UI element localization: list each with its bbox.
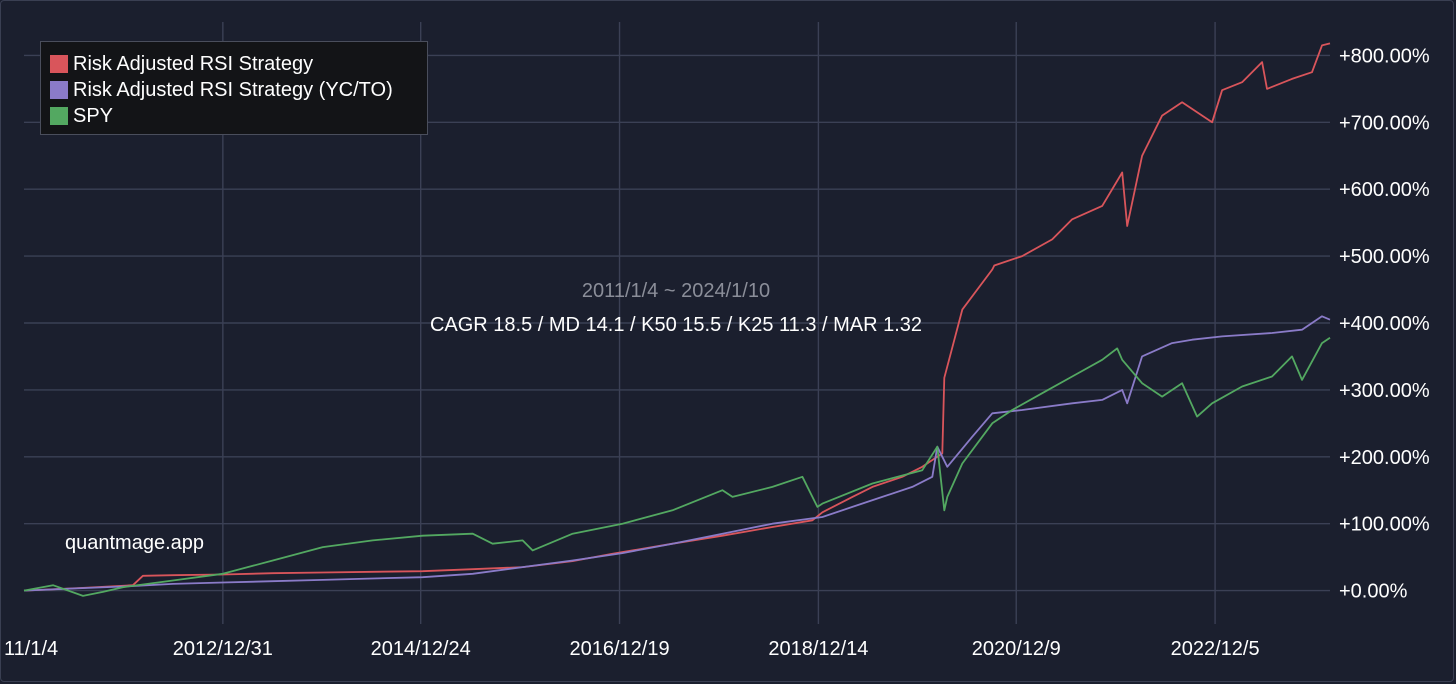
series-line-rsi-strategy xyxy=(23,42,1331,592)
chart-legend: Risk Adjusted RSI Strategy Risk Adjusted… xyxy=(40,41,428,135)
legend-swatch-icon xyxy=(50,107,68,125)
series-lines xyxy=(23,42,1331,597)
series-line-spy xyxy=(23,336,1331,597)
y-tick-label: +500.00% xyxy=(1339,246,1430,268)
y-tick-label: +800.00% xyxy=(1339,45,1430,67)
x-tick-label: 2020/12/9 xyxy=(972,638,1061,660)
x-tick-label: 2016/12/19 xyxy=(569,638,669,660)
y-tick-label: +400.00% xyxy=(1339,313,1430,335)
legend-label: SPY xyxy=(73,104,114,127)
legend-item-rsi-strategy-yc-to[interactable]: Risk Adjusted RSI Strategy (YC/TO) xyxy=(50,77,427,103)
legend-swatch-icon xyxy=(50,81,68,99)
date-range-label: 2011/1/4 ~ 2024/1/10 xyxy=(581,280,771,302)
legend-item-spy[interactable]: SPY xyxy=(50,103,427,129)
y-tick-label: +600.00% xyxy=(1339,179,1430,201)
x-tick-label: 2018/12/14 xyxy=(768,638,868,660)
y-axis-ticks: +0.00% +100.00% +200.00% +300.00% +400.00% +5… xyxy=(1339,45,1430,602)
x-axis-ticks: 11/1/4 2012/12/31 2014/12/24 2016/12/19 2018… xyxy=(4,638,1260,660)
legend-label: Risk Adjusted RSI Strategy xyxy=(73,52,314,75)
x-tick-label: 2012/12/31 xyxy=(173,638,273,660)
x-tick-label: 11/1/4 xyxy=(4,638,58,660)
y-tick-label: +0.00% xyxy=(1339,581,1408,603)
series-line-rsi-strategy-yc-to xyxy=(23,315,1331,592)
x-tick-label: 2014/12/24 xyxy=(371,638,471,660)
x-tick-label: 2022/12/5 xyxy=(1171,638,1260,660)
y-tick-label: +300.00% xyxy=(1339,380,1430,402)
y-tick-label: +700.00% xyxy=(1339,112,1430,134)
watermark-text: quantmage.app xyxy=(65,532,205,554)
y-tick-label: +100.00% xyxy=(1339,514,1430,536)
legend-label: Risk Adjusted RSI Strategy (YC/TO) xyxy=(73,78,393,101)
legend-item-rsi-strategy[interactable]: Risk Adjusted RSI Strategy xyxy=(50,51,427,77)
legend-swatch-icon xyxy=(50,55,68,73)
stats-summary: CAGR 18.5 / MD 14.1 / K50 15.5 / K25 11.… xyxy=(429,314,923,336)
y-tick-label: +200.00% xyxy=(1339,447,1430,469)
